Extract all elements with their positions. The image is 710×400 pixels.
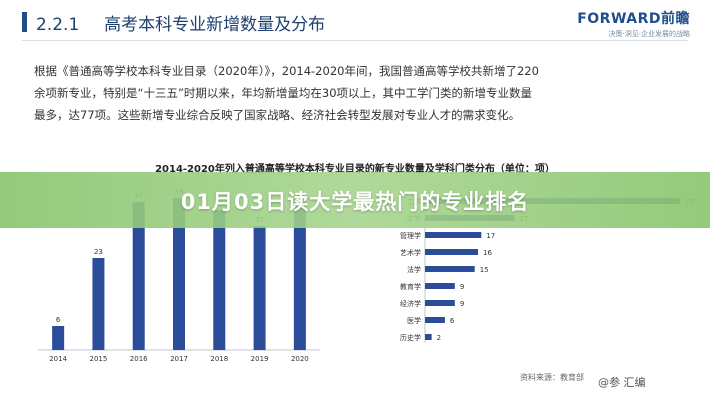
- brand-logo: FORWARD前瞻: [577, 11, 690, 27]
- bar-2014: [52, 326, 65, 350]
- banner-text: 01月03日读大学最热门的专业排名: [180, 190, 530, 214]
- page-header: 2.2.1 高考本科专业新增数量及分布 FORWARD前瞻 决策·洞见·企业发展…: [0, 0, 710, 48]
- brand-tagline: 决策·洞见·企业发展的战略: [608, 30, 690, 38]
- section-title-text: 高考本科专业新增数量及分布: [104, 15, 326, 35]
- data-label: 15: [480, 266, 489, 274]
- x-tick-label: 2020: [291, 355, 309, 363]
- data-label: 16: [483, 249, 492, 257]
- overlay-banner: 01月03日读大学最热门的专业排名: [0, 172, 710, 228]
- bar-2015: [92, 258, 105, 350]
- hbar-经济学: [425, 300, 455, 306]
- y-tick-label: 医学: [407, 316, 421, 325]
- bar-2019: [253, 226, 266, 350]
- paragraph-line: 余项新专业，特别是“十三五”时期以来，年均新增量均在30项以上，其中工学门类的新…: [34, 86, 533, 100]
- intro-paragraph: 根据《普通高等学校本科专业目录（2020年）》，2014-2020年间，我国普通…: [34, 60, 674, 126]
- hbar-教育学: [425, 283, 455, 289]
- data-label: 23: [94, 248, 103, 256]
- paragraph-line: 根据《普通高等学校本科专业目录（2020年）》，2014-2020年间，我国普通…: [34, 64, 539, 78]
- x-tick-label: 2019: [251, 355, 269, 363]
- y-tick-label: 历史学: [400, 333, 421, 342]
- chart-title: 2014-2020年列入普通高等学校本科专业目录的新专业数量及学科门类分布（单位…: [155, 164, 555, 175]
- paragraph-line: 最多，达77项。这些新增专业综合反映了国家战略、经济社会转型发展对专业人才的需求…: [34, 108, 521, 122]
- x-tick-label: 2018: [210, 355, 228, 363]
- header-divider: [22, 40, 688, 41]
- x-tick-label: 2014: [49, 355, 67, 363]
- x-tick-label: 2016: [130, 355, 148, 363]
- hbar-历史学: [425, 334, 432, 340]
- section-number: 2.2.1: [36, 15, 80, 35]
- x-tick-label: 2017: [170, 355, 188, 363]
- hbar-法学: [425, 266, 475, 272]
- y-tick-label: 教育学: [400, 282, 421, 291]
- y-tick-label: 艺术学: [400, 248, 421, 257]
- data-label: 17: [486, 232, 495, 240]
- data-label: 9: [460, 300, 464, 308]
- source-note: 资料来源：教育部: [520, 373, 584, 382]
- y-tick-label: 经济学: [400, 299, 421, 308]
- data-label: 2: [437, 334, 441, 342]
- bar-2018: [213, 210, 226, 350]
- hbar-医学: [425, 317, 445, 323]
- section-accent-bar: [22, 12, 27, 32]
- data-label: 6: [450, 317, 455, 325]
- hbar-艺术学: [425, 249, 478, 255]
- section-title: 2.2.1 高考本科专业新增数量及分布: [36, 10, 325, 35]
- x-tick-label: 2015: [90, 355, 108, 363]
- y-tick-label: 法学: [407, 265, 421, 274]
- watermark: @参 汇编: [598, 376, 646, 389]
- y-tick-label: 管理学: [400, 231, 421, 240]
- hbar-管理学: [425, 232, 482, 238]
- bar-2020: [293, 202, 306, 350]
- bar-2016: [132, 202, 145, 350]
- brand: FORWARD前瞻 决策·洞见·企业发展的战略: [577, 8, 690, 39]
- data-label: 9: [460, 283, 464, 291]
- data-label: 6: [56, 316, 61, 324]
- bar-2017: [173, 198, 185, 350]
